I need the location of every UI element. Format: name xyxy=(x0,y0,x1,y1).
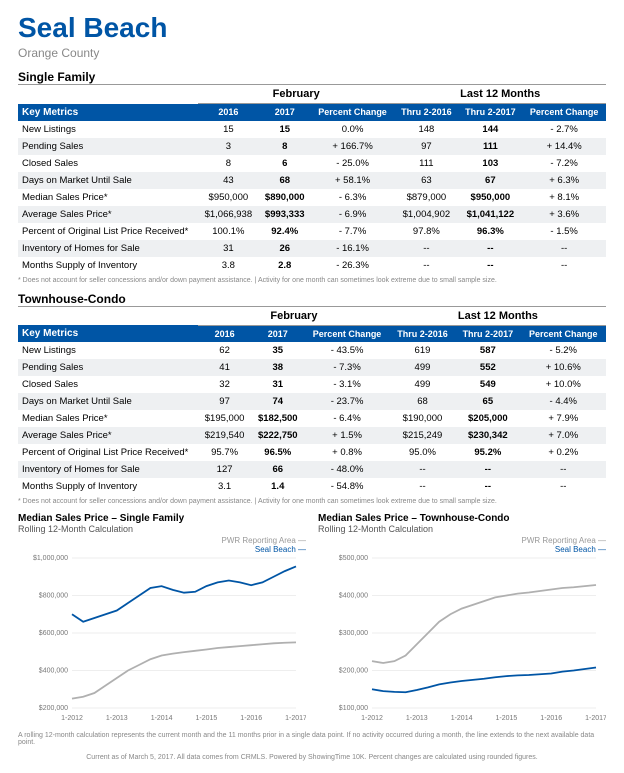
svg-text:$1,000,000: $1,000,000 xyxy=(33,555,68,562)
kpi-table-tc: FebruaryLast 12 MonthsKey Metrics2016201… xyxy=(18,306,606,496)
kpi-table-sf: FebruaryLast 12 MonthsKey Metrics2016201… xyxy=(18,84,606,274)
chart-0: Median Sales Price – Single FamilyRollin… xyxy=(18,513,306,729)
svg-text:1-2014: 1-2014 xyxy=(451,715,473,722)
svg-text:$600,000: $600,000 xyxy=(39,630,68,637)
svg-text:1-2013: 1-2013 xyxy=(106,715,128,722)
rolling-note: A rolling 12-month calculation represent… xyxy=(18,732,606,746)
page-footer: Current as of March 5, 2017. All data co… xyxy=(18,754,606,761)
section-label-sf: Single Family xyxy=(18,70,606,84)
footnote-tc: * Does not account for seller concession… xyxy=(18,498,606,505)
chart-1: Median Sales Price – Townhouse-CondoRoll… xyxy=(318,513,606,729)
svg-text:1-2012: 1-2012 xyxy=(61,715,83,722)
svg-text:$800,000: $800,000 xyxy=(39,593,68,600)
svg-text:1-2017: 1-2017 xyxy=(285,715,306,722)
svg-text:$300,000: $300,000 xyxy=(339,630,368,637)
svg-text:$200,000: $200,000 xyxy=(39,705,68,712)
svg-text:1-2015: 1-2015 xyxy=(196,715,218,722)
svg-text:1-2016: 1-2016 xyxy=(240,715,262,722)
svg-text:1-2017: 1-2017 xyxy=(585,715,606,722)
svg-text:$100,000: $100,000 xyxy=(339,705,368,712)
svg-text:$500,000: $500,000 xyxy=(339,555,368,562)
page-subtitle: Orange County xyxy=(18,46,606,60)
svg-text:$400,000: $400,000 xyxy=(39,668,68,675)
svg-text:1-2012: 1-2012 xyxy=(361,715,383,722)
svg-text:$400,000: $400,000 xyxy=(339,593,368,600)
section-label-tc: Townhouse-Condo xyxy=(18,292,606,306)
page-title: Seal Beach xyxy=(18,12,606,44)
footnote-sf: * Does not account for seller concession… xyxy=(18,277,606,284)
svg-text:1-2014: 1-2014 xyxy=(151,715,173,722)
svg-text:1-2015: 1-2015 xyxy=(496,715,518,722)
svg-text:$200,000: $200,000 xyxy=(339,668,368,675)
svg-text:1-2016: 1-2016 xyxy=(540,715,562,722)
svg-text:1-2013: 1-2013 xyxy=(406,715,428,722)
